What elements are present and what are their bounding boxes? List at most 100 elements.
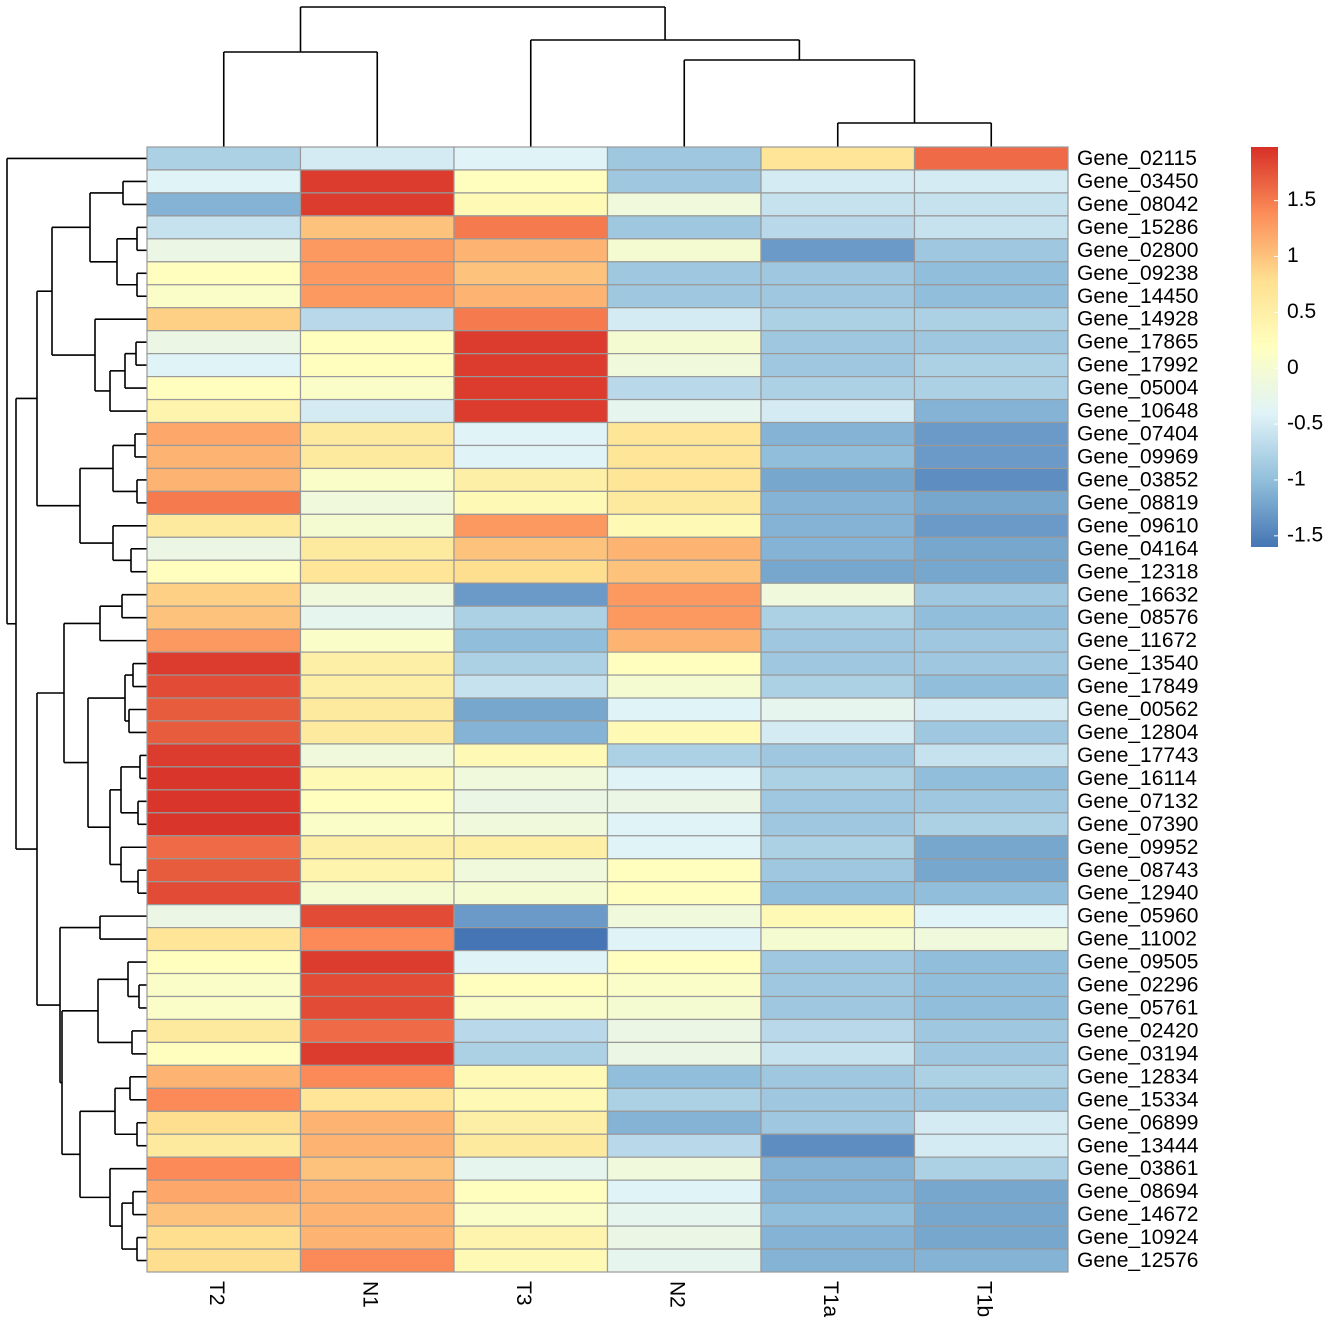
row-label: Gene_08042: [1077, 193, 1198, 216]
heatmap-cell: [146, 789, 302, 814]
heatmap-cell: [760, 444, 916, 470]
heatmap-cell: [453, 490, 609, 515]
heatmap-cell: [146, 927, 302, 952]
heatmap-cell: [299, 1110, 455, 1135]
heatmap-cell: [453, 881, 609, 906]
heatmap-cell: [146, 697, 302, 722]
heatmap-cell: [760, 398, 916, 424]
heatmap-cell: [299, 1133, 455, 1158]
heatmap-cell: [299, 146, 455, 171]
heatmap-cell: [606, 927, 762, 952]
heatmap-cell: [913, 1041, 1069, 1066]
heatmap-cell: [453, 353, 609, 378]
heatmap-cell: [913, 536, 1069, 561]
heatmap-cell: [453, 605, 609, 630]
heatmap-cell: [453, 1225, 609, 1250]
heatmap-cell: [453, 835, 609, 860]
colorbar-tick-label: 1.5: [1287, 188, 1316, 211]
heatmap-cell: [453, 513, 609, 538]
heatmap-cell: [606, 743, 762, 768]
heatmap-cell: [299, 904, 455, 929]
heatmap-cell: [453, 674, 609, 699]
heatmap-cell: [760, 1225, 916, 1250]
row-label: Gene_12318: [1077, 560, 1198, 583]
heatmap-cell: [606, 375, 762, 401]
heatmap-cell: [913, 1087, 1069, 1112]
heatmap-cell: [299, 812, 455, 837]
heatmap-cell: [146, 375, 302, 401]
heatmap-cell: [606, 444, 762, 470]
heatmap-cell: [760, 375, 916, 401]
heatmap-cell: [913, 720, 1069, 745]
heatmap-cell: [913, 1156, 1069, 1181]
heatmap-cell: [606, 1225, 762, 1250]
heatmap-cell: [606, 490, 762, 515]
row-label: Gene_10648: [1077, 400, 1198, 423]
heatmap-cell: [913, 353, 1069, 378]
heatmap-cell: [606, 421, 762, 447]
row-label: Gene_07390: [1077, 813, 1198, 836]
heatmap-cell: [606, 949, 762, 975]
column-label: T1a: [819, 1281, 842, 1318]
heatmap-cell: [299, 1018, 455, 1044]
heatmap-cell: [453, 215, 609, 240]
heatmap-cell: [453, 995, 609, 1021]
heatmap-cell: [146, 559, 302, 584]
heatmap-cell: [913, 444, 1069, 470]
heatmap-cell: [146, 1225, 302, 1250]
heatmap-cell: [606, 513, 762, 538]
heatmap-cell: [760, 904, 916, 929]
heatmap-cell: [760, 284, 916, 309]
heatmap-cell: [760, 743, 916, 768]
heatmap-cell: [453, 720, 609, 745]
heatmap-cell: [760, 1179, 916, 1204]
heatmap-cell: [299, 1248, 455, 1273]
heatmap-cell: [299, 949, 455, 975]
heatmap-cell: [913, 398, 1069, 424]
row-label: Gene_14672: [1077, 1203, 1198, 1226]
column-label: N1: [359, 1281, 382, 1308]
row-label: Gene_10924: [1077, 1226, 1199, 1249]
heatmap-cell: [760, 1041, 916, 1066]
row-label: Gene_08819: [1077, 491, 1198, 514]
heatmap-cell: [453, 766, 609, 791]
heatmap-cell: [299, 261, 455, 286]
colorbar-tick-label: -1.5: [1287, 523, 1323, 546]
heatmap-cell: [606, 651, 762, 676]
heatmap-cell: [299, 720, 455, 745]
heatmap-cell: [606, 398, 762, 424]
heatmap-cell: [913, 238, 1069, 263]
heatmap-cell: [299, 169, 455, 194]
colorbar-tick-label: -0.5: [1287, 412, 1323, 435]
row-label: Gene_05761: [1077, 997, 1198, 1020]
heatmap-cell: [760, 421, 916, 447]
heatmap-cell: [453, 1110, 609, 1135]
row-label: Gene_09969: [1077, 445, 1198, 468]
heatmap-cell: [453, 169, 609, 194]
heatmap-cell: [606, 353, 762, 378]
row-label: Gene_12834: [1077, 1065, 1199, 1088]
heatmap-cell: [913, 789, 1069, 814]
heatmap-cell: [606, 972, 762, 998]
heatmap-cell: [146, 674, 302, 699]
row-label: Gene_07132: [1077, 790, 1198, 813]
heatmap-cell: [146, 582, 302, 607]
heatmap-cell: [299, 1087, 455, 1112]
heatmap-cell: [299, 927, 455, 952]
heatmap-cell: [760, 674, 916, 699]
heatmap-cell: [299, 536, 455, 561]
heatmap-cell: [760, 628, 916, 653]
heatmap-cell: [606, 904, 762, 929]
heatmap-cell: [606, 1018, 762, 1044]
heatmap-cell: [913, 307, 1069, 332]
heatmap-cell: [913, 766, 1069, 791]
heatmap-cell: [453, 307, 609, 332]
heatmap-cell: [913, 375, 1069, 401]
heatmap-cell: [299, 1156, 455, 1181]
heatmap-cell: [453, 421, 609, 447]
heatmap-cell: [760, 261, 916, 286]
heatmap-cell: [299, 307, 455, 332]
heatmap-cell: [760, 169, 916, 194]
heatmap-cell: [913, 858, 1069, 883]
row-label: Gene_16632: [1077, 583, 1198, 606]
